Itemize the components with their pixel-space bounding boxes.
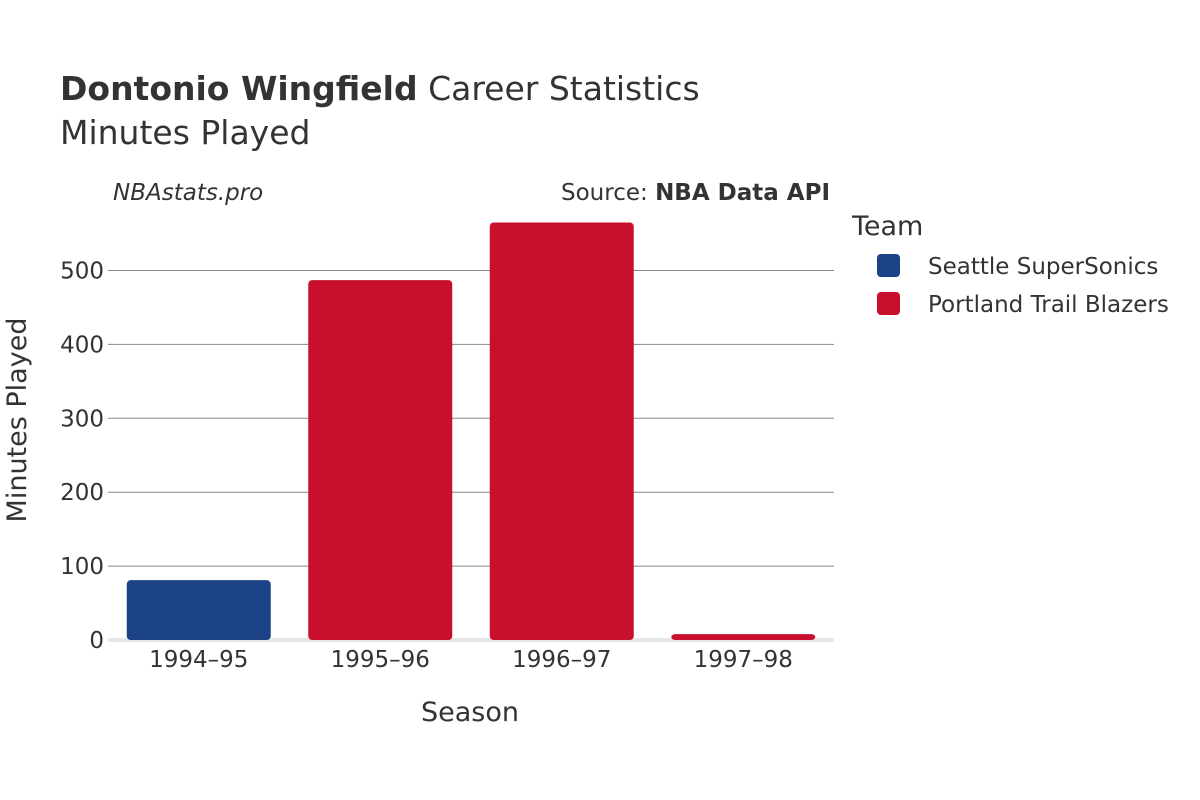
bar	[126, 580, 271, 640]
y-axis-ticks: 0 100 200 300 400 500	[60, 259, 104, 655]
source-credit: Source: NBA Data API	[561, 180, 830, 206]
chart-title: Dontonio Wingfield Career Statistics	[60, 69, 700, 108]
y-tick-label: 400	[60, 332, 104, 358]
bar	[671, 634, 816, 640]
source-prefix: Source:	[561, 180, 655, 206]
y-tick-label: 500	[60, 259, 104, 285]
y-tick-label: 300	[60, 406, 104, 432]
bar	[308, 280, 453, 640]
legend-items: Seattle SuperSonics Portland Trail Blazer…	[877, 254, 1169, 318]
legend-swatch	[877, 292, 900, 315]
title-player-name: Dontonio Wingfield	[60, 69, 418, 108]
y-tick-label: 200	[60, 480, 104, 506]
y-tick-label: 100	[60, 554, 104, 580]
chart-subtitle: Minutes Played	[60, 113, 310, 152]
x-tick-label: 1996–97	[512, 647, 611, 673]
bars	[126, 222, 816, 640]
y-axis-title: Minutes Played	[2, 318, 33, 523]
x-tick-label: 1997–98	[694, 647, 793, 673]
bar	[489, 222, 634, 640]
legend-label: Portland Trail Blazers	[928, 292, 1169, 318]
y-tick-label: 0	[89, 628, 104, 654]
title-rest: Career Statistics	[418, 69, 700, 108]
legend-title: Team	[851, 211, 923, 242]
legend: Team Seattle SuperSonics Portland Trail B…	[851, 211, 1169, 318]
source-name: NBA Data API	[655, 180, 830, 206]
legend-label: Seattle SuperSonics	[928, 254, 1158, 280]
legend-swatch	[877, 254, 900, 277]
x-tick-label: 1995–96	[331, 647, 430, 673]
x-axis-title: Season	[421, 697, 519, 728]
x-tick-label: 1994–95	[149, 647, 248, 673]
watermark: NBAstats.pro	[113, 180, 263, 206]
x-axis-ticks: 1994–95 1995–96 1996–97 1997–98	[149, 647, 793, 673]
